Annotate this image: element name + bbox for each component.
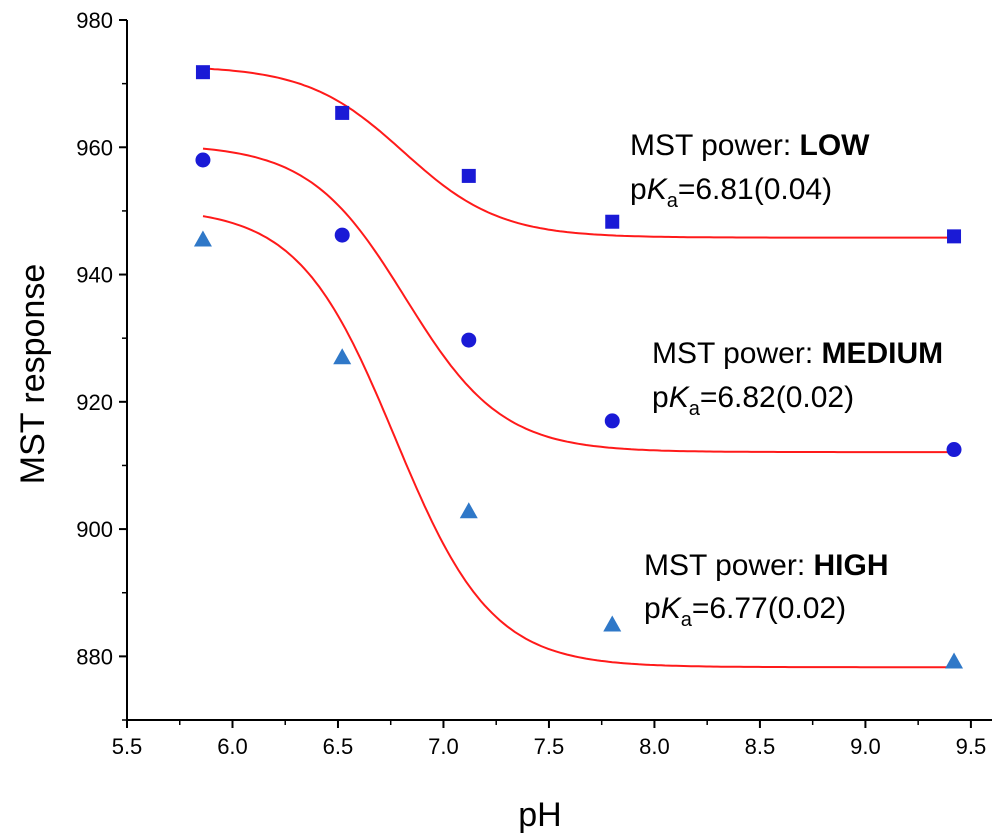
svg-text:MST power: LOW: MST power: LOW [630, 129, 870, 162]
x-ticks: 5.5 6.0 6.5 7.0 7.5 8.0 8.5 9.0 9.5 [112, 720, 986, 759]
data-point-s1-p2 [461, 332, 477, 348]
annotation-medium-p: p [652, 381, 669, 414]
data-point-s0-p3 [605, 214, 620, 229]
annotation-medium-value: =6.82(0.02) [700, 381, 854, 414]
annotation-medium-prefix: MST power: [652, 337, 822, 370]
annotation-medium-level: MEDIUM [822, 337, 944, 370]
x-tick-label-7: 9.0 [850, 734, 881, 759]
annotation-high-p: p [644, 592, 661, 625]
annotation-high-value: =6.77(0.02) [692, 592, 846, 625]
data-point-s0-p1 [335, 105, 350, 120]
y-tick-label-4: 960 [76, 135, 113, 160]
y-ticks: 880 900 920 940 960 980 [76, 8, 127, 721]
data-point-s0-p0 [195, 65, 210, 80]
annotation-low: MST power: LOW pKa=6.81(0.04) [630, 129, 870, 212]
annotation-high-level: HIGH [814, 549, 889, 582]
annotation-low-level: LOW [800, 129, 871, 162]
x-tick-label-8: 9.5 [956, 734, 987, 759]
svg-text:MST power: HIGH: MST power: HIGH [644, 549, 889, 582]
data-point-s1-p0 [195, 152, 211, 168]
annotation-low-value: =6.81(0.04) [678, 173, 832, 206]
annotation-high-sub: a [681, 609, 693, 631]
annotation-high-k: K [661, 592, 683, 625]
y-tick-label-2: 920 [76, 390, 113, 415]
annotation-low-prefix: MST power: [630, 129, 800, 162]
x-tick-label-4: 7.5 [534, 734, 565, 759]
x-tick-label-0: 5.5 [112, 734, 143, 759]
data-point-s1-p1 [334, 227, 350, 243]
y-axis-title: MST response [14, 264, 52, 484]
annotation-medium-sub: a [689, 398, 701, 420]
annotation-high: MST power: HIGH pKa=6.77(0.02) [644, 549, 889, 631]
data-point-s2-p1 [333, 348, 352, 365]
markers [193, 65, 964, 669]
y-tick-label-0: 880 [76, 644, 113, 669]
svg-text:pKa=6.81(0.04): pKa=6.81(0.04) [630, 173, 832, 212]
data-point-s2-p4 [945, 652, 964, 669]
data-point-s1-p4 [946, 442, 962, 458]
svg-text:pKa=6.77(0.02): pKa=6.77(0.02) [644, 592, 846, 631]
annotation-medium: MST power: MEDIUM pKa=6.82(0.02) [652, 337, 943, 420]
x-tick-label-5: 8.0 [639, 734, 670, 759]
annotation-low-sub: a [667, 190, 679, 212]
data-point-s2-p0 [193, 230, 212, 247]
annotation-low-p: p [630, 173, 647, 206]
x-tick-label-6: 8.5 [745, 734, 776, 759]
y-tick-label-3: 940 [76, 263, 113, 288]
x-tick-label-3: 7.0 [428, 734, 459, 759]
svg-text:pKa=6.82(0.02): pKa=6.82(0.02) [652, 381, 854, 420]
data-point-s0-p2 [461, 168, 476, 183]
y-tick-label-5: 980 [76, 8, 113, 33]
data-point-s2-p3 [603, 615, 622, 632]
fit-curve-0 [202, 67, 954, 239]
x-tick-label-1: 6.0 [217, 734, 248, 759]
annotation-low-k: K [647, 173, 669, 206]
fit-curve-1 [202, 147, 954, 454]
data-point-s1-p3 [604, 413, 620, 429]
x-tick-label-2: 6.5 [323, 734, 354, 759]
plot-area: 5.5 6.0 6.5 7.0 7.5 8.0 8.5 9.0 9.5 880 900 920 940… [76, 8, 992, 759]
y-tick-label-1: 900 [76, 517, 113, 542]
svg-text:MST power: MEDIUM: MST power: MEDIUM [652, 337, 943, 370]
fit-curve-2 [202, 215, 954, 669]
fit-curves [202, 67, 954, 669]
data-point-s2-p2 [459, 502, 478, 519]
x-axis-title: pH [518, 796, 561, 834]
annotation-medium-k: K [669, 381, 691, 414]
annotation-high-prefix: MST power: [644, 549, 814, 582]
data-point-s0-p4 [947, 229, 962, 244]
